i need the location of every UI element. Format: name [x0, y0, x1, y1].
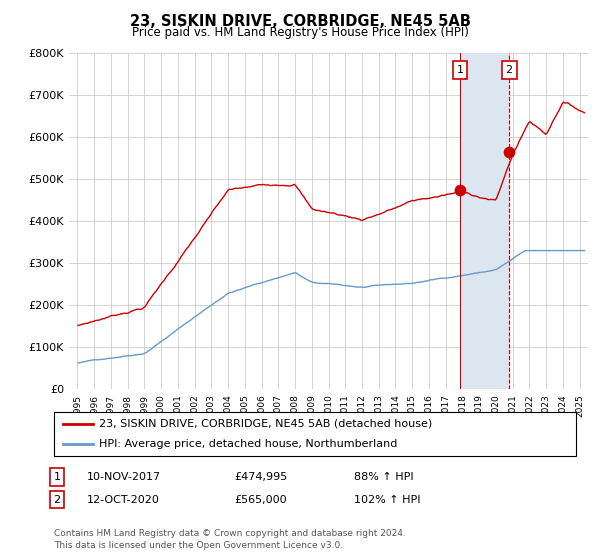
Text: 2: 2 [506, 65, 513, 75]
Text: £474,995: £474,995 [234, 472, 287, 482]
Text: Contains HM Land Registry data © Crown copyright and database right 2024.: Contains HM Land Registry data © Crown c… [54, 529, 406, 538]
Text: This data is licensed under the Open Government Licence v3.0.: This data is licensed under the Open Gov… [54, 542, 343, 550]
Text: 2: 2 [53, 494, 61, 505]
Bar [460, 53, 509, 389]
Point [455, 185, 465, 194]
Text: Price paid vs. HM Land Registry's House Price Index (HPI): Price paid vs. HM Land Registry's House … [131, 26, 469, 39]
Text: 1: 1 [457, 65, 463, 75]
Text: 10-NOV-2017: 10-NOV-2017 [87, 472, 161, 482]
Text: 1: 1 [53, 472, 61, 482]
Text: 102% ↑ HPI: 102% ↑ HPI [354, 494, 421, 505]
Text: 23, SISKIN DRIVE, CORBRIDGE, NE45 5AB (detached house): 23, SISKIN DRIVE, CORBRIDGE, NE45 5AB (d… [99, 419, 432, 429]
Text: £565,000: £565,000 [234, 494, 287, 505]
Text: 23, SISKIN DRIVE, CORBRIDGE, NE45 5AB: 23, SISKIN DRIVE, CORBRIDGE, NE45 5AB [130, 14, 470, 29]
Text: HPI: Average price, detached house, Northumberland: HPI: Average price, detached house, Nort… [99, 439, 397, 449]
Text: 12-OCT-2020: 12-OCT-2020 [87, 494, 160, 505]
Point [505, 147, 514, 156]
Text: 88% ↑ HPI: 88% ↑ HPI [354, 472, 413, 482]
